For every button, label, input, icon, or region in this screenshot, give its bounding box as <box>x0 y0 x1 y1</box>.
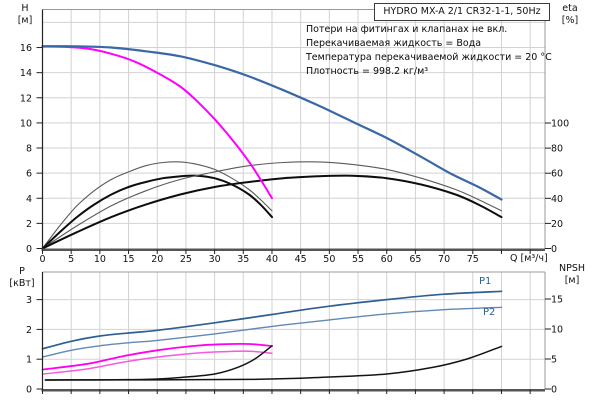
x-tick-label: 15 <box>123 254 135 265</box>
x-tick-label: 5 <box>68 254 74 265</box>
right-tick-label: 15 <box>551 295 563 306</box>
x-tick-label: 0 <box>39 254 45 265</box>
x-tick-label: 25 <box>180 254 192 265</box>
x-tick-label: 20 <box>151 254 163 265</box>
npsh-axis-unit: [м] <box>564 275 580 286</box>
left-tick-label: 12 <box>20 93 32 104</box>
power-axis-unit: [кВт] <box>9 278 35 289</box>
right-tick-label: 10 <box>551 325 563 336</box>
left-tick-label: 2 <box>26 325 32 336</box>
p2-curve-label: P2 <box>483 307 496 318</box>
left-tick-label: 10 <box>20 118 32 129</box>
left-tick-label: 0 <box>26 385 32 396</box>
right-tick-label: 0 <box>551 385 557 396</box>
left-tick-label: 4 <box>26 194 32 205</box>
head-axis-label: H [м] <box>8 3 42 27</box>
right-tick-label: 20 <box>551 219 563 230</box>
x-tick-label: 55 <box>352 254 364 265</box>
x-tick-label: 65 <box>409 254 421 265</box>
pump-title-box: HYDRO MX-A 2/1 CR32-1-1, 50Hz <box>374 3 550 21</box>
x-tick-label: 70 <box>438 254 450 265</box>
info-block: Потери на фитингах и клапанах не вкл. Пе… <box>306 23 552 79</box>
right-tick-label: 60 <box>551 169 563 180</box>
left-tick-label: 3 <box>26 295 32 306</box>
curve-eta-total-2-pumps <box>41 174 503 250</box>
head-axis-unit: [м] <box>17 15 33 26</box>
info-line-liquid: Перекачиваемая жидкость = Вода <box>306 38 482 49</box>
left-tick-label: 0 <box>26 244 32 255</box>
left-tick-label: 1 <box>26 355 32 366</box>
power-axis-label: P [кВт] <box>2 266 42 290</box>
info-line-losses: Потери на фитингах и клапанах не вкл. <box>306 24 508 35</box>
npsh-axis-symbol: NPSH <box>558 263 585 274</box>
x-tick-label: 75 <box>467 254 479 265</box>
power-axis-symbol: P <box>19 266 25 277</box>
curve-head-1-pump <box>41 45 273 200</box>
curve-npsh-2-pumps <box>44 345 503 381</box>
left-tick-label: 14 <box>20 68 32 79</box>
npsh-axis-label: NPSH [м] <box>548 263 596 287</box>
info-line-temperature: Температура перекачиваемой жидкости = 20… <box>306 52 552 63</box>
eta-axis-unit: [%] <box>561 15 579 26</box>
flow-axis-label: Q [м³/ч] <box>510 253 548 264</box>
left-tick-label: 16 <box>20 43 32 54</box>
right-tick-label: 5 <box>551 355 557 366</box>
x-tick-label: 60 <box>381 254 393 265</box>
curve-power-p1-1-pump <box>41 342 273 371</box>
info-line-density: Плотность = 998.2 кг/м³ <box>306 66 429 77</box>
eta-axis-label: eta [%] <box>552 3 588 27</box>
p1-curve-label: P1 <box>479 276 492 287</box>
eta-axis-symbol: eta <box>562 3 578 14</box>
right-tick-label: 40 <box>551 194 563 205</box>
x-tick-label: 30 <box>209 254 221 265</box>
head-axis-symbol: H <box>21 3 29 14</box>
left-tick-label: 6 <box>26 169 32 180</box>
curve-eta-pump-2-pumps <box>41 161 503 250</box>
left-tick-label: 8 <box>26 144 32 155</box>
right-tick-label: 0 <box>551 244 557 255</box>
curve-power-p1-2-pumps <box>41 290 503 350</box>
curve-power-p2-2-pumps <box>41 306 503 358</box>
x-tick-label: 45 <box>295 254 307 265</box>
left-tick-label: 2 <box>26 219 32 230</box>
x-tick-label: 40 <box>266 254 278 265</box>
right-tick-label: 80 <box>551 144 563 155</box>
x-tick-label: 35 <box>237 254 249 265</box>
curve-head-2-pumps <box>41 45 503 201</box>
x-tick-label: 10 <box>94 254 106 265</box>
curve-eta-pump-1-pump <box>41 161 273 250</box>
right-tick-label: 100 <box>551 119 569 130</box>
curve-power-p2-1-pump <box>41 350 273 375</box>
x-tick-label: 50 <box>323 254 335 265</box>
curve-eta-total-1-pump <box>41 174 273 250</box>
